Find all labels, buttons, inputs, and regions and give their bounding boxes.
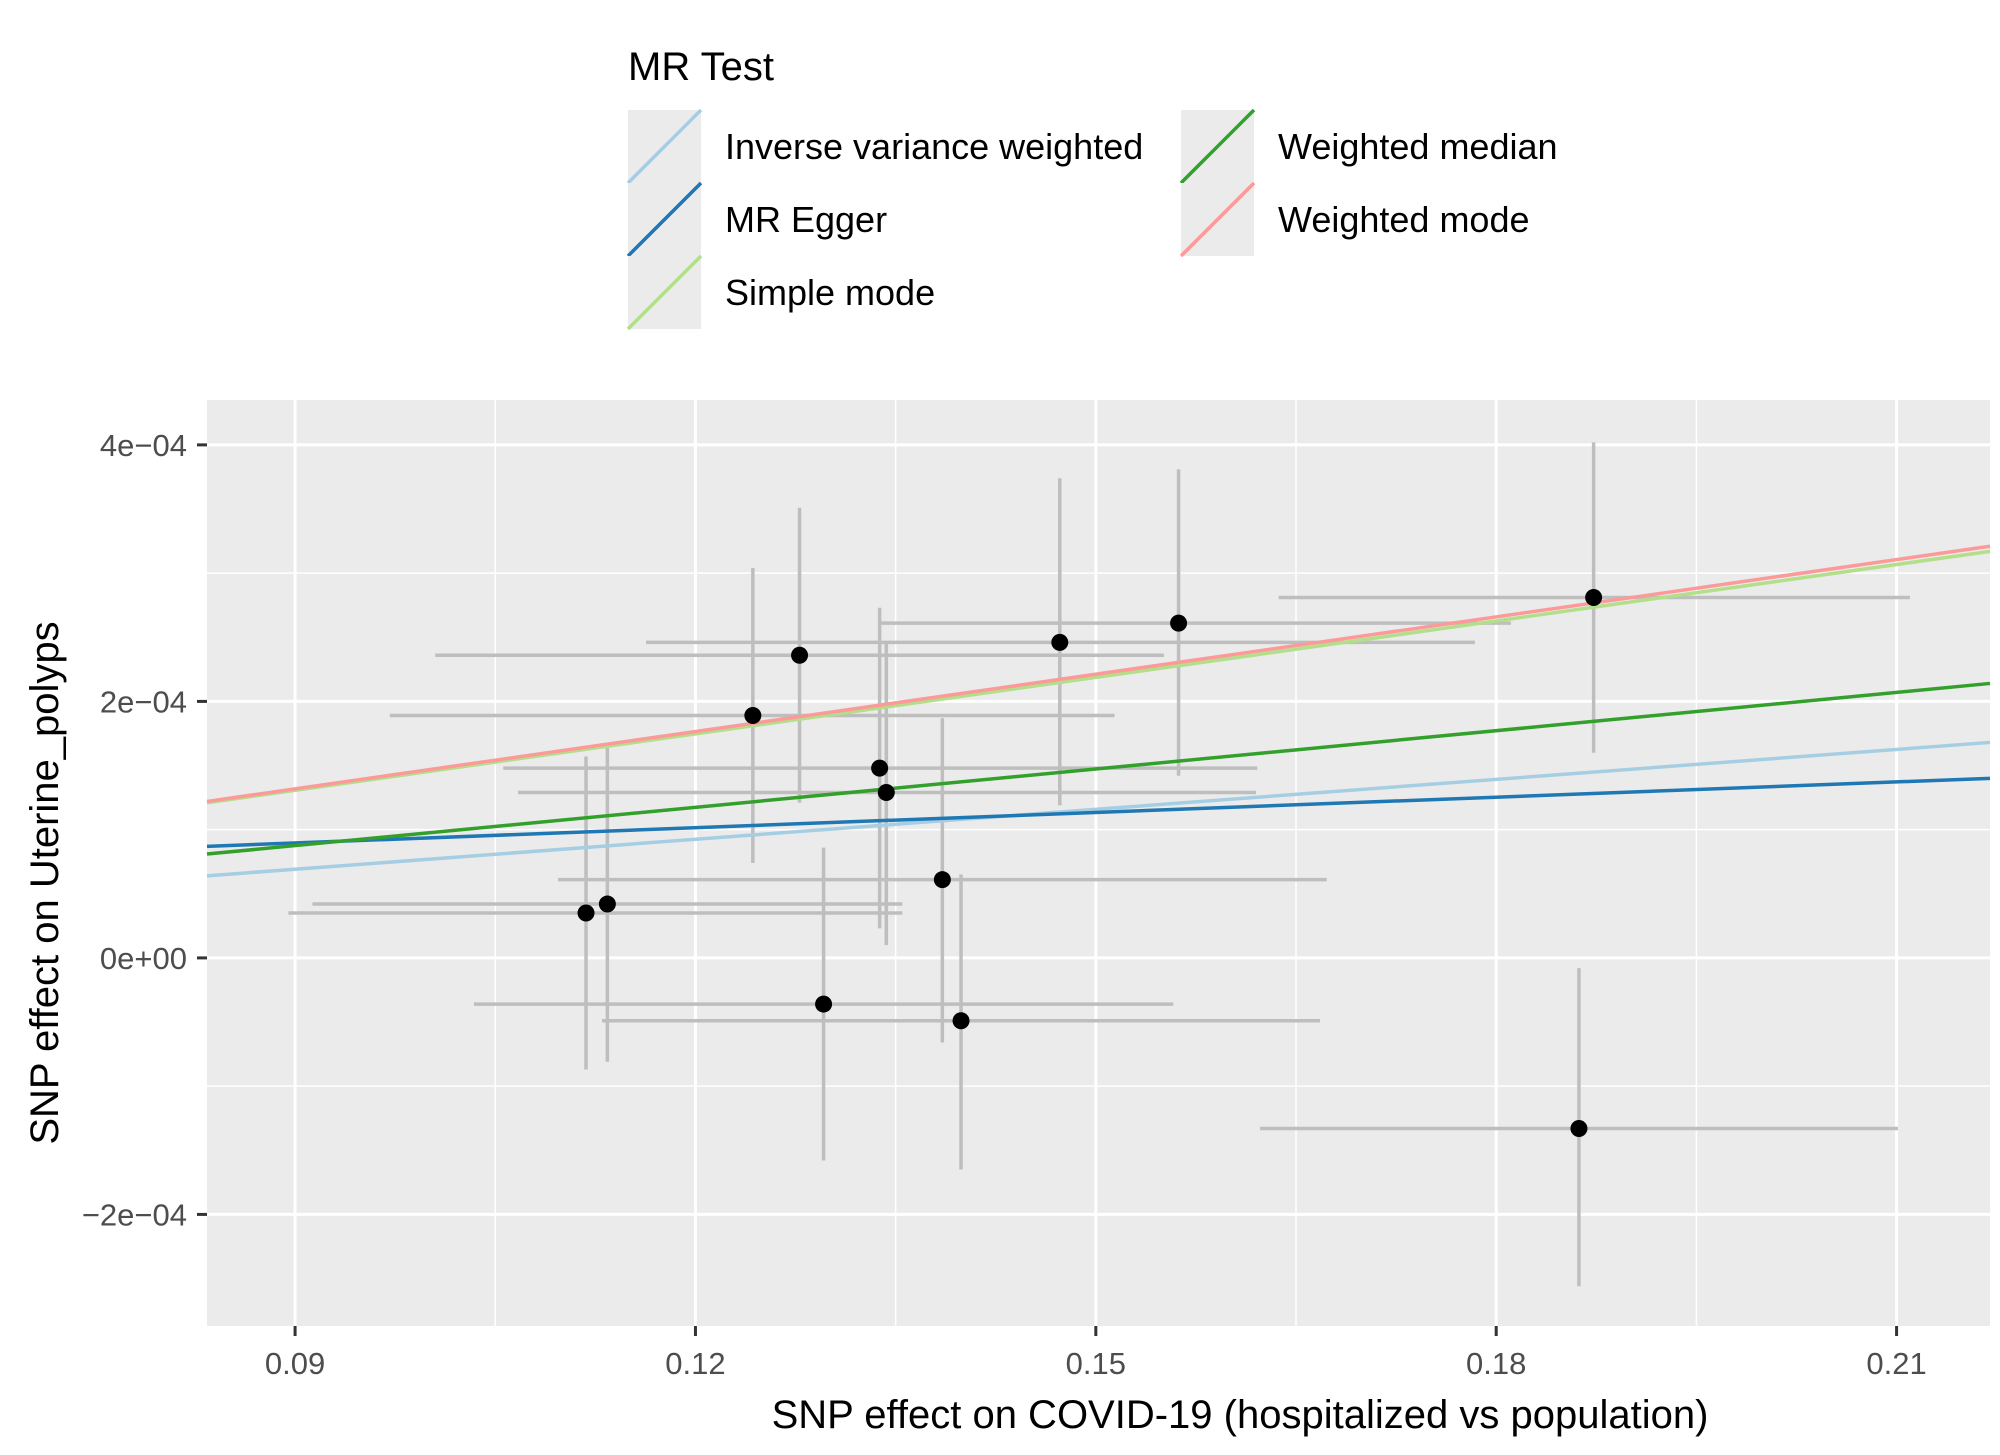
legend-label: Weighted mode xyxy=(1278,199,1530,240)
legend-item-weighted-mode: Weighted mode xyxy=(1179,181,1530,258)
legend-item-weighted-median: Weighted median xyxy=(1179,108,1558,185)
grid-lines xyxy=(207,400,1990,1326)
x-tick-label: 0.21 xyxy=(1866,1346,1926,1381)
y-axis-title: SNP effect on Uterine_polyps xyxy=(23,621,67,1144)
legend-line-icon xyxy=(1179,108,1256,185)
fit-line-weighted-mode xyxy=(206,544,1991,804)
mr-fit-lines xyxy=(206,544,1991,878)
fit-line-simple-mode xyxy=(206,549,1991,805)
data-point xyxy=(815,995,833,1013)
data-point xyxy=(1051,633,1069,651)
data-point xyxy=(577,904,595,922)
legend-line-icon xyxy=(626,108,703,185)
data-point xyxy=(1170,614,1188,632)
x-tick-label: 0.09 xyxy=(265,1346,325,1381)
y-tick-label: 4e−04 xyxy=(100,428,187,463)
legend-label: MR Egger xyxy=(725,199,887,240)
x-tick-label: 0.15 xyxy=(1066,1346,1126,1381)
data-point xyxy=(791,646,809,664)
y-tick-label: −2e−04 xyxy=(82,1197,187,1232)
y-tick-label: 2e−04 xyxy=(100,684,187,719)
legend-line-icon xyxy=(626,181,703,258)
data-point xyxy=(877,783,895,801)
legend-item-inverse-variance-weighted: Inverse variance weighted xyxy=(626,108,1143,185)
legend-label: Weighted median xyxy=(1278,126,1558,167)
legend-item-simple-mode: Simple mode xyxy=(626,254,935,331)
data-point xyxy=(1570,1119,1588,1137)
data-point xyxy=(933,871,951,889)
legend-title: MR Test xyxy=(628,45,774,89)
legend-item-mr-egger: MR Egger xyxy=(626,181,887,258)
data-point xyxy=(744,707,762,725)
x-tick-label: 0.12 xyxy=(665,1346,725,1381)
x-axis-title: SNP effect on COVID-19 (hospitalized vs … xyxy=(772,1393,1709,1437)
data-points xyxy=(577,589,1603,1137)
legend-line-icon xyxy=(626,254,703,331)
data-point xyxy=(871,759,889,777)
axes: 0.09 0.12 0.15 0.18 0.21 4e−04 2e−04 0e+00 −2e−0… xyxy=(82,428,1927,1381)
x-tick-label: 0.18 xyxy=(1466,1346,1526,1381)
fit-line-inverse-variance-weighted xyxy=(206,740,1991,878)
legend-line-icon xyxy=(1179,181,1256,258)
y-tick-label: 0e+00 xyxy=(100,941,187,976)
legend-label: Simple mode xyxy=(725,272,935,313)
legend-label: Inverse variance weighted xyxy=(725,126,1143,167)
data-point xyxy=(598,895,616,913)
data-point xyxy=(1585,589,1603,607)
fit-line-weighted-median xyxy=(206,681,1991,856)
fit-line-mr-egger xyxy=(206,776,1991,849)
legend: MR Test Inverse variance weighted MR Egge… xyxy=(626,45,1558,331)
plot-panel xyxy=(207,400,1990,1326)
data-point xyxy=(952,1012,970,1030)
